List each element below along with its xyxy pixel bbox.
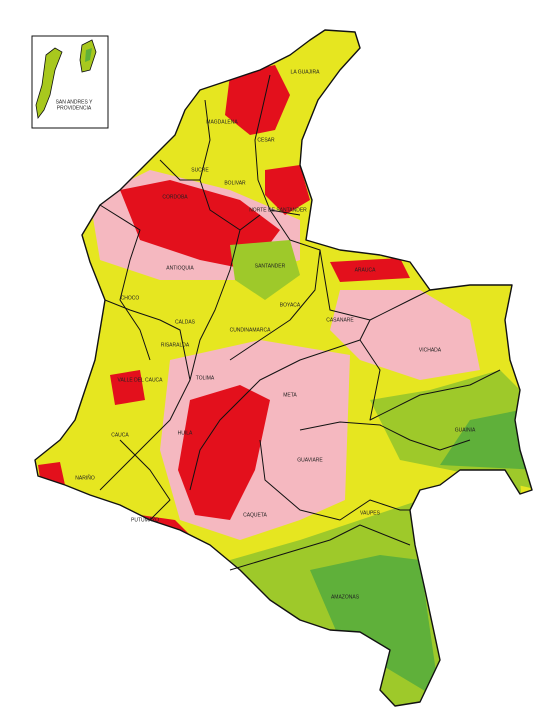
- department-label: BOLIVAR: [224, 180, 246, 186]
- department-label: VICHADA: [419, 347, 442, 353]
- department-label: ARAUCA: [355, 267, 377, 273]
- zone-red: [110, 370, 145, 405]
- inset-label: SAN ANDRES Y: [56, 99, 94, 105]
- department-label: NORTE DE SANTANDER: [249, 207, 307, 213]
- border: [299, 421, 471, 451]
- zone-red: [178, 385, 270, 520]
- department-label: ANTIOQUIA: [166, 265, 194, 271]
- zone-green: [440, 410, 532, 470]
- department-label: NARIÑO: [75, 474, 95, 481]
- department-label: CESAR: [257, 137, 275, 143]
- border: [229, 209, 321, 361]
- department-label: CAUCA: [111, 432, 129, 438]
- department-label: CAQUETA: [243, 512, 267, 518]
- department-label: CALDAS: [175, 319, 196, 325]
- zone-red: [330, 258, 410, 282]
- department-labels: LA GUAJIRA MAGDALENA CESAR SUCRE BOLIVAR CORD…: [75, 69, 476, 600]
- border: [104, 299, 191, 381]
- border: [359, 339, 501, 421]
- department-borders: [99, 74, 501, 571]
- zone-red: [265, 165, 310, 215]
- department-label: CORDOBA: [162, 194, 188, 200]
- zone-pink: [330, 290, 480, 380]
- department-label: BOYACA: [280, 302, 301, 308]
- island: [35, 47, 63, 120]
- border: [229, 524, 411, 571]
- border: [199, 99, 261, 231]
- department-label: RISARALDA: [161, 342, 190, 348]
- department-label: HUILA: [178, 430, 193, 436]
- island-zone: [85, 48, 92, 62]
- department-label: META: [283, 392, 297, 398]
- inset-label: PROVIDENCIA: [57, 105, 92, 111]
- border: [159, 159, 200, 181]
- department-label: TOLIMA: [196, 375, 215, 381]
- department-label: SUCRE: [191, 167, 209, 173]
- department-label: CUNDINAMARCA: [230, 327, 272, 333]
- department-label: GUAVIARE: [297, 457, 323, 463]
- department-label: VALLE DEL CAUCA: [117, 377, 163, 383]
- department-label: GUAINIA: [455, 427, 476, 433]
- zone-red: [225, 65, 290, 135]
- department-label: AMAZONAS: [331, 594, 360, 600]
- border: [254, 74, 301, 216]
- border: [259, 439, 410, 521]
- border: [99, 204, 151, 361]
- department-label: VAUPES: [360, 510, 381, 516]
- department-label: PUTUMAYO: [131, 517, 159, 523]
- border: [119, 439, 171, 521]
- department-label: CHOCO: [121, 295, 140, 301]
- zone-lightgreen: [230, 240, 300, 300]
- department-label: MAGDALENA: [206, 119, 238, 125]
- department-label: LA GUAJIRA: [291, 69, 321, 75]
- department-label: SANTANDER: [255, 263, 286, 269]
- department-label: CASANARE: [326, 317, 354, 323]
- zone-green: [310, 555, 440, 700]
